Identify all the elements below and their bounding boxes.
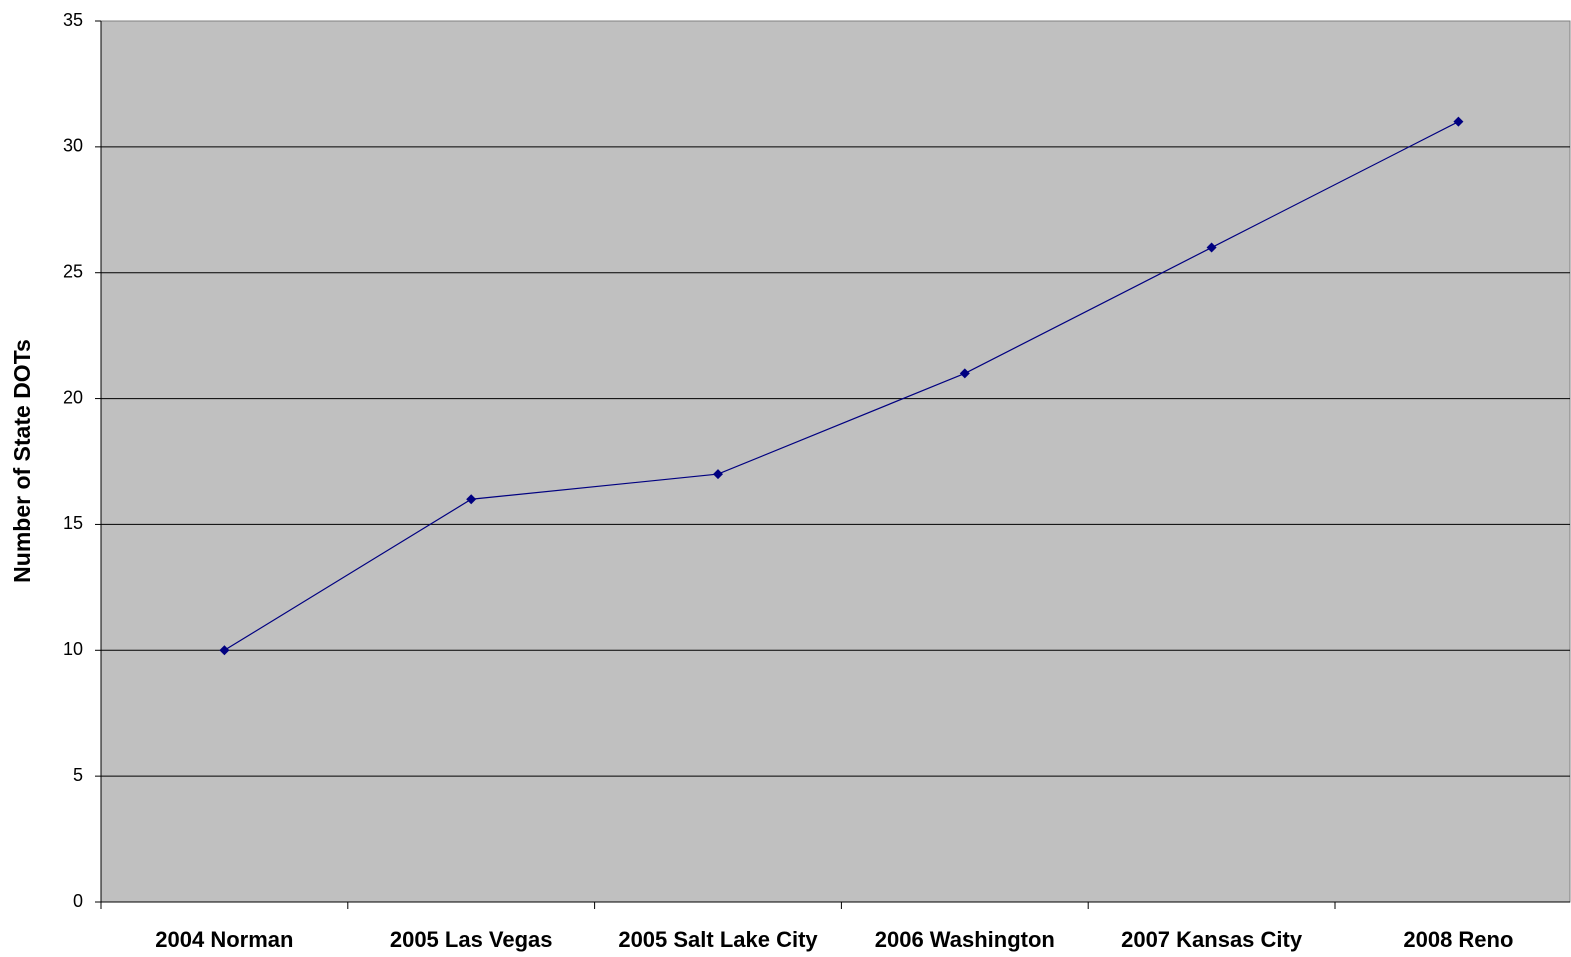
x-tick-label: 2005 Salt Lake City: [618, 927, 818, 952]
marker: [219, 645, 230, 656]
y-tick-label: 30: [63, 136, 83, 156]
x-tick-label: 2006 Washington: [875, 927, 1055, 952]
y-tick-label: 20: [63, 387, 83, 407]
marker: [1453, 116, 1464, 127]
y-tick-label: 10: [63, 639, 83, 659]
y-tick-label: 25: [63, 261, 83, 281]
y-tick-label: 5: [73, 765, 83, 785]
plot-area: [100, 20, 1571, 903]
x-tick-label: 2004 Norman: [155, 927, 293, 952]
marker: [959, 368, 970, 379]
y-axis-label: Number of State DOTs: [9, 339, 35, 583]
y-tick-label: 0: [73, 891, 83, 911]
x-tick-label: 2007 Kansas City: [1121, 927, 1303, 952]
marker: [466, 494, 477, 505]
x-tick-label: 2008 Reno: [1403, 927, 1513, 952]
y-tick-label: 15: [63, 513, 83, 533]
x-tick-label: 2005 Las Vegas: [390, 927, 553, 952]
series-line: [224, 121, 1459, 651]
y-tick-label: 35: [63, 10, 83, 30]
marker: [1206, 242, 1217, 253]
marker: [713, 469, 723, 480]
